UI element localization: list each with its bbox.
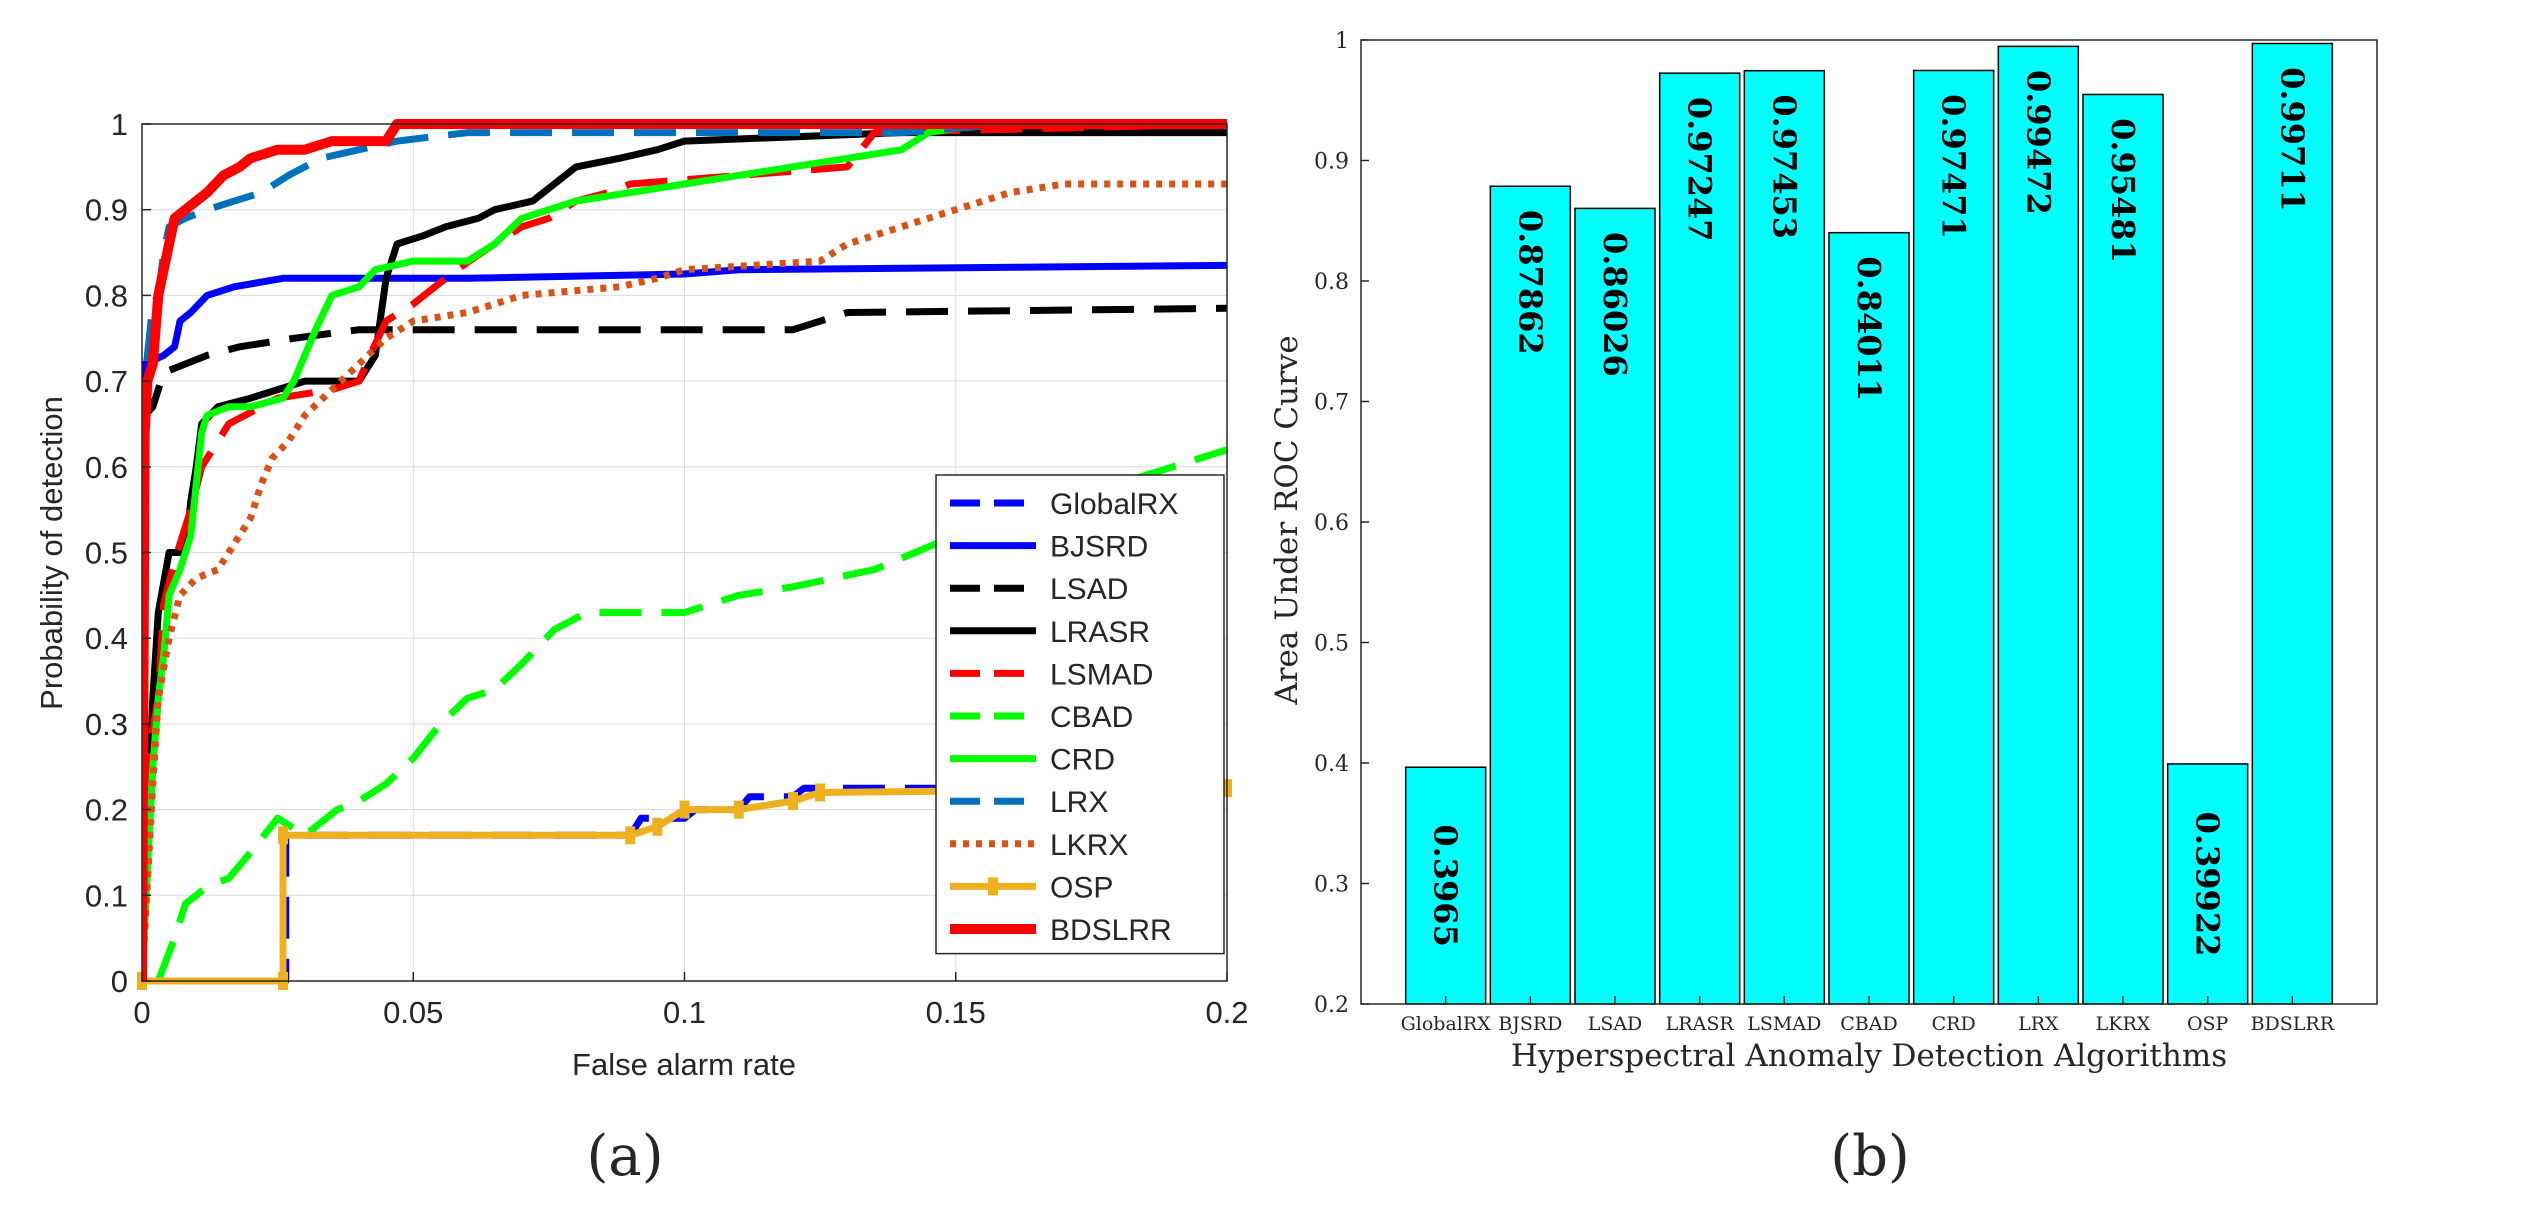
auc-y-tick-label: 0.5: [1314, 632, 1349, 657]
roc-y-tick-label: 0.8: [85, 278, 128, 313]
roc-marker-osp: [815, 783, 826, 802]
roc-legend-label-lrx: LRX: [1050, 786, 1108, 819]
roc-x-tick-label: 0.2: [1205, 995, 1248, 1030]
auc-y-tick-label: 0.7: [1314, 391, 1349, 416]
auc-y-tick-label: 0.4: [1314, 752, 1349, 777]
roc-marker-osp: [625, 826, 636, 845]
roc-x-axis-label: False alarm rate: [572, 1047, 796, 1082]
roc-series: [137, 119, 1232, 990]
auc-x-axis-label: Hyperspectral Anomaly Detection Algorith…: [1511, 1038, 2227, 1074]
panel-a-label: (a): [586, 1124, 663, 1189]
auc-bar-bjsrd: [1489, 185, 1572, 1005]
auc-y-tick-label: 0.3: [1314, 873, 1349, 898]
roc-y-tick-label: 0: [111, 964, 128, 999]
auc-value-label-bjsrd: 0.87862: [1511, 210, 1549, 355]
auc-value-label-lsmad: 0.97453: [1765, 94, 1803, 239]
roc-chart: 0 0.05 0.1 0.15 0.2 0 0.1 0.2 0.3 0.4 0.5 0.6 0.7 0.8…: [34, 107, 1249, 1189]
auc-bar-chart: 0.3965 0.87862 0.86026 0.97247 0.97453 0.8401…: [1269, 29, 2378, 1189]
auc-value-label-osp: 0.39922: [2189, 812, 2227, 957]
auc-bar-lsad: [1574, 207, 1656, 1005]
auc-bar-lrx: [1997, 45, 2080, 1005]
auc-x-tick-label-bdslrr: BDSLRR: [2251, 1013, 2335, 1035]
auc-bar-lkrx: [2082, 93, 2164, 1005]
roc-x-tick-label: 0.1: [663, 995, 706, 1030]
roc-x-tick-label: 0.05: [383, 995, 443, 1030]
roc-legend-label-lsad: LSAD: [1050, 573, 1128, 606]
auc-bar-cbad: [1828, 231, 1910, 1005]
roc-series-cbad: [155, 446, 1227, 983]
roc-series-bdslrr: [142, 119, 1227, 982]
auc-value-label-lrasr: 0.97247: [1681, 97, 1719, 242]
auc-bar-bdslrr: [2251, 42, 2334, 1005]
auc-y-axis-label: Area Under ROC Curve: [1269, 335, 1305, 706]
auc-x-tick-label-lsmad: LSMAD: [1747, 1013, 1821, 1035]
roc-legend-label-bjsrd: BJSRD: [1050, 531, 1148, 564]
auc-y-tick-label: 0.6: [1314, 511, 1349, 536]
auc-bar-globalrx: [1404, 766, 1487, 1005]
roc-legend-label-lrasr: LRASR: [1050, 616, 1150, 649]
roc-legend-label-lkrx: LKRX: [1050, 829, 1128, 862]
roc-y-tick-label: 0.3: [85, 707, 128, 742]
roc-marker-osp: [733, 800, 744, 819]
roc-y-tick-label: 0.1: [85, 878, 128, 913]
auc-y-tick-label: 0.8: [1314, 270, 1349, 295]
auc-bars: 0.3965 0.87862 0.86026 0.97247 0.97453 0.8401…: [1404, 42, 2334, 1005]
auc-value-label-lkrx: 0.95481: [2104, 118, 2142, 263]
panel-b-label: (b): [1830, 1124, 1910, 1189]
roc-series-osp: [142, 784, 1227, 985]
auc-x-tick-label-lsad: LSAD: [1588, 1013, 1643, 1035]
auc-x-tick-label-lrx: LRX: [2018, 1013, 2059, 1035]
auc-value-label-bdslrr: 0.99711: [2273, 67, 2311, 212]
roc-y-tick-label: 0.5: [85, 536, 128, 571]
roc-x-tick-label: 0.15: [926, 995, 986, 1030]
auc-x-tick-label-globalrx: GlobalRX: [1401, 1013, 1492, 1035]
auc-x-tick-label-osp: OSP: [2187, 1013, 2229, 1035]
auc-value-label-cbad: 0.84011: [1850, 256, 1888, 401]
roc-y-tick-label: 0.4: [85, 621, 128, 656]
roc-x-tick-label: 0: [133, 995, 150, 1030]
roc-legend-marker-osp: [988, 877, 998, 896]
roc-legend-label-globalrx: GlobalRX: [1050, 488, 1178, 521]
roc-y-tick-label: 0.2: [85, 793, 128, 828]
roc-series-bjsrd: [142, 261, 1227, 982]
auc-value-label-globalrx: 0.3965: [1427, 824, 1465, 946]
auc-y-tick-label: 1: [1335, 29, 1349, 54]
roc-series-crd: [142, 120, 1227, 982]
auc-x-tick-label-bjsrd: BJSRD: [1498, 1013, 1562, 1035]
auc-ticks: 0.2 0.3 0.4 0.5 0.6 0.7 0.8 0.9 1 GlobalRX BJSRD LS…: [1314, 29, 2335, 1035]
auc-x-tick-label-lkrx: LKRX: [2096, 1013, 2151, 1035]
auc-x-tick-label-crd: CRD: [1932, 1013, 1976, 1035]
roc-legend: GlobalRX BJSRD LSAD LRASR LSMAD CBAD CRD LRX LKR…: [935, 474, 1225, 955]
auc-y-tick-label: 0.9: [1314, 150, 1349, 175]
roc-legend-box: [935, 474, 1225, 955]
auc-value-label-crd: 0.97471: [1935, 94, 1973, 239]
auc-value-label-lrx: 0.99472: [2019, 70, 2057, 215]
auc-x-tick-label-lrasr: LRASR: [1666, 1013, 1735, 1035]
roc-marker-osp: [652, 817, 663, 836]
roc-marker-osp: [278, 826, 289, 845]
auc-bar-osp: [2166, 763, 2249, 1005]
roc-y-tick-label: 0.6: [85, 450, 128, 485]
roc-legend-label-lsmad: LSMAD: [1050, 658, 1153, 691]
auc-y-tick-label: 0.2: [1314, 993, 1349, 1018]
roc-marker-osp: [679, 800, 690, 819]
roc-y-axis-label: Probability of detection: [34, 396, 69, 710]
roc-y-tick-label: 0.9: [85, 193, 128, 228]
roc-y-tick-label: 0.7: [85, 364, 128, 399]
roc-y-tick-label: 1: [111, 107, 128, 142]
roc-series-lsad: [142, 304, 1227, 982]
auc-x-tick-label-cbad: CBAD: [1840, 1013, 1897, 1035]
roc-legend-label-cbad: CBAD: [1050, 701, 1133, 734]
auc-value-label-lsad: 0.86026: [1596, 232, 1634, 377]
auc-bar-lsmad: [1743, 69, 1826, 1005]
roc-legend-label-bdslrr: BDSLRR: [1050, 914, 1172, 947]
roc-legend-label-crd: CRD: [1050, 744, 1115, 777]
roc-marker-osp: [788, 792, 798, 811]
roc-legend-label-osp: OSP: [1050, 871, 1113, 904]
roc-ticks: 0 0.05 0.1 0.15 0.2 0 0.1 0.2 0.3 0.4 0.5 0.6 0.7 0.8…: [85, 107, 1249, 1030]
